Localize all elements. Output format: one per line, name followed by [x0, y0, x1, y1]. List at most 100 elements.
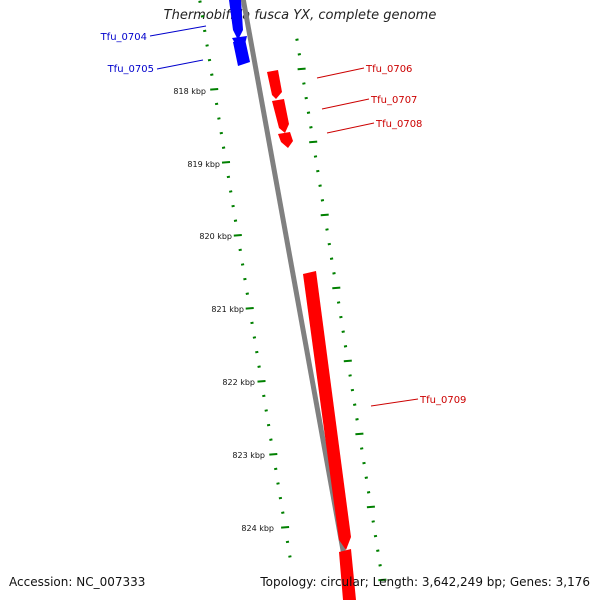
inner-minor-tick — [285, 540, 290, 544]
outer-minor-tick — [313, 155, 318, 158]
label-line-tfu0704 — [149, 25, 207, 37]
scale-label-824: 824 kbp — [241, 524, 274, 533]
outer-minor-tick — [350, 388, 355, 392]
outer-minor-tick — [341, 330, 345, 333]
scale-label-818: 818 kbp — [173, 87, 206, 96]
outer-minor-tick — [348, 374, 352, 377]
outer-minor-tick — [364, 476, 368, 479]
outer-minor-tick — [366, 491, 371, 494]
outer-minor-tick — [339, 315, 343, 319]
gene-tfu0705-arrow[interactable] — [233, 39, 250, 66]
inner-minor-tick — [238, 248, 242, 252]
gene-tfu0709-continuation — [339, 549, 356, 600]
inner-minor-tick — [231, 204, 235, 208]
outer-minor-tick — [325, 228, 329, 231]
outer-minor-tick — [320, 199, 325, 202]
inner-minor-tick — [252, 336, 257, 339]
inner-major-tick — [269, 453, 278, 456]
inner-minor-tick — [264, 409, 268, 412]
inner-minor-tick — [255, 350, 259, 354]
outer-major-tick — [309, 140, 318, 144]
gene-label-tfu0707[interactable]: Tfu_0707 — [370, 95, 417, 106]
inner-tick-ring — [198, 0, 292, 558]
outer-major-tick — [320, 213, 329, 217]
inner-minor-tick — [233, 219, 238, 222]
inner-minor-tick — [226, 175, 231, 179]
inner-minor-tick — [200, 15, 205, 18]
gene-label-tfu0708[interactable]: Tfu_0708 — [375, 119, 422, 130]
inner-minor-tick — [276, 482, 280, 485]
outer-major-tick — [378, 578, 387, 582]
label-line-tfu0706 — [316, 67, 365, 79]
inner-minor-tick — [250, 321, 254, 325]
inner-minor-tick — [229, 190, 233, 193]
gene-tfu0709-arrow[interactable] — [303, 271, 351, 550]
label-line-tfu0708 — [326, 122, 375, 134]
outer-minor-tick — [360, 447, 364, 450]
gene-tfu0706-arrow[interactable] — [267, 70, 282, 99]
inner-minor-tick — [198, 0, 202, 3]
inner-major-tick — [221, 161, 231, 164]
inner-major-tick — [210, 88, 219, 91]
inner-minor-tick — [257, 365, 261, 368]
inner-minor-tick — [245, 292, 249, 295]
gene-tfu0708-arrow[interactable] — [278, 132, 293, 148]
outer-minor-tick — [297, 53, 301, 56]
gene-label-tfu0704[interactable]: Tfu_0704 — [100, 32, 147, 43]
scale-label-823: 823 kbp — [232, 451, 265, 460]
outer-minor-tick — [371, 520, 375, 523]
gene-tfu0707-arrow[interactable] — [272, 99, 289, 133]
outer-minor-tick — [304, 96, 308, 100]
inner-major-tick — [245, 307, 254, 310]
outer-minor-tick — [343, 345, 348, 348]
outer-minor-tick — [318, 184, 322, 187]
inner-minor-tick — [221, 146, 226, 149]
outer-minor-tick — [327, 242, 331, 246]
inner-minor-tick — [278, 496, 283, 500]
inner-minor-tick — [214, 102, 219, 106]
inner-major-tick — [233, 234, 242, 237]
inner-major-tick — [257, 380, 266, 383]
summary-text: Topology: circular; Length: 3,642,249 bp… — [260, 575, 590, 589]
outer-minor-tick — [332, 272, 336, 275]
outer-minor-tick — [355, 418, 359, 421]
inner-minor-tick — [243, 277, 247, 281]
gene-label-tfu0709[interactable]: Tfu_0709 — [419, 395, 466, 406]
outer-minor-tick — [306, 111, 311, 114]
outer-minor-tick — [376, 549, 380, 552]
inner-minor-tick — [203, 29, 207, 33]
scale-label-821: 821 kbp — [211, 305, 244, 314]
outer-major-tick — [355, 432, 364, 436]
inner-minor-tick — [274, 467, 278, 471]
outer-major-tick — [366, 505, 375, 509]
inner-minor-tick — [281, 511, 285, 514]
inner-minor-tick — [210, 73, 214, 76]
outer-minor-tick — [378, 564, 382, 567]
outer-minor-tick — [309, 126, 313, 129]
outer-minor-tick — [295, 38, 299, 41]
label-line-tfu0705 — [156, 59, 204, 70]
label-line-tfu0707 — [321, 98, 370, 110]
outer-minor-tick — [316, 169, 320, 173]
outer-minor-tick — [362, 461, 366, 465]
inner-minor-tick — [219, 131, 223, 135]
accession-text: Accession: NC_007333 — [9, 575, 146, 589]
inner-minor-tick — [288, 555, 292, 558]
inner-major-tick — [281, 526, 290, 529]
inner-minor-tick — [266, 423, 271, 427]
outer-minor-tick — [336, 301, 341, 304]
outer-minor-tick — [373, 534, 378, 538]
outer-minor-tick — [329, 257, 334, 260]
outer-major-tick — [343, 359, 352, 363]
label-line-tfu0709 — [370, 398, 419, 407]
gene-label-tfu0705[interactable]: Tfu_0705 — [107, 64, 154, 75]
gene-tfu0704-arrow[interactable] — [229, 0, 243, 40]
inner-minor-tick — [262, 394, 266, 398]
inner-minor-tick — [205, 44, 209, 47]
inner-minor-tick — [217, 117, 221, 120]
scale-label-819: 819 kbp — [187, 160, 220, 169]
gene-label-tfu0706[interactable]: Tfu_0706 — [365, 64, 412, 75]
outer-major-tick — [297, 67, 306, 71]
outer-minor-tick — [302, 82, 306, 85]
